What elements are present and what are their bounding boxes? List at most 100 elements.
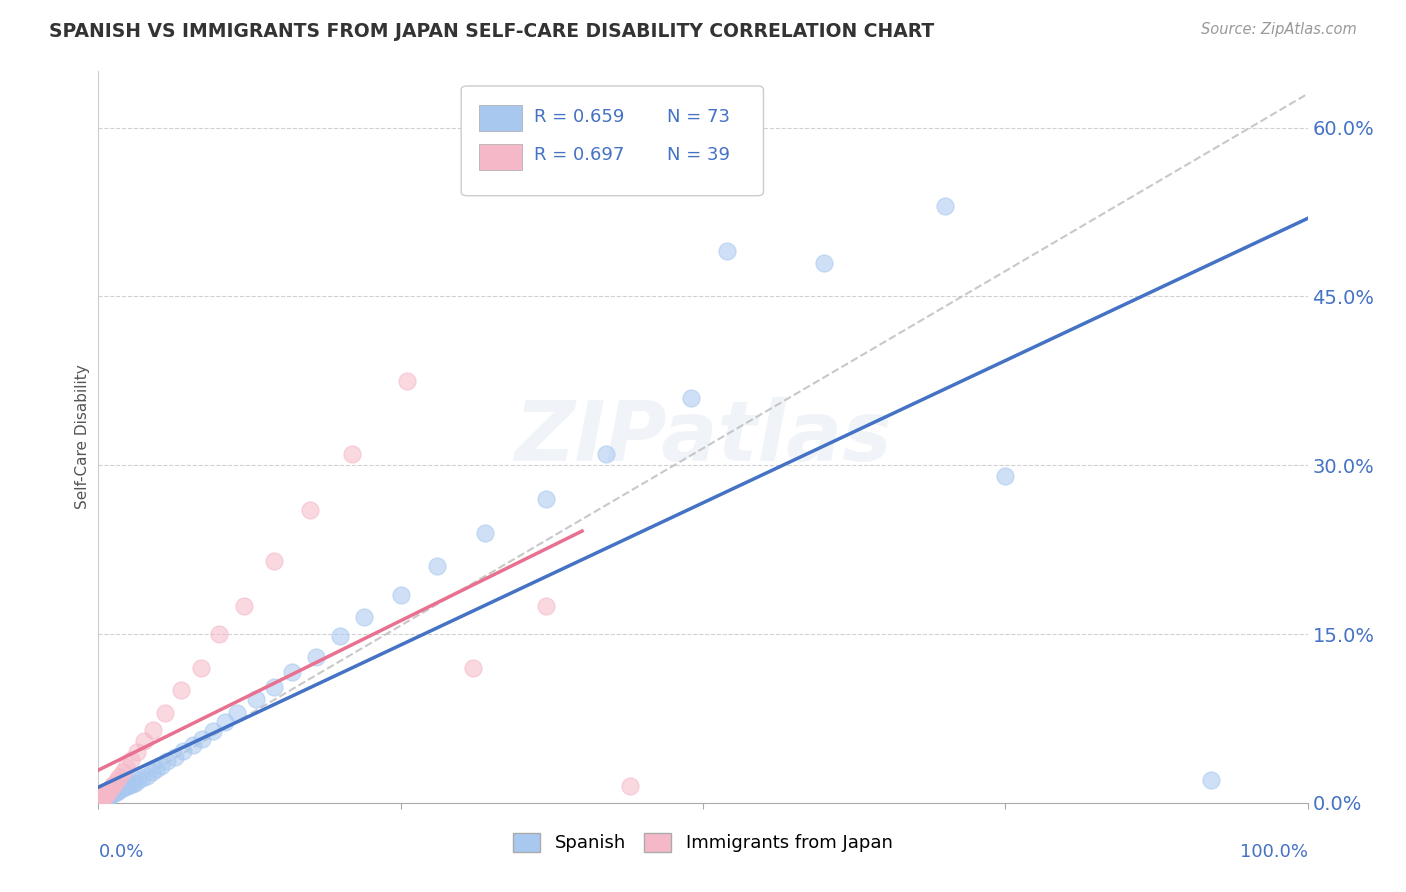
Point <box>118 778 141 792</box>
Point <box>91 790 114 805</box>
Point <box>91 792 114 806</box>
Point <box>97 788 120 802</box>
Point <box>100 787 122 801</box>
Point <box>263 554 285 568</box>
Point <box>1199 773 1222 788</box>
Point <box>108 783 131 797</box>
Point <box>716 244 738 259</box>
Point <box>96 786 118 800</box>
Point <box>91 791 114 805</box>
Point <box>91 793 114 807</box>
Point <box>100 781 122 796</box>
Point <box>141 765 163 780</box>
Point <box>89 793 111 807</box>
Point <box>120 753 142 767</box>
Point <box>117 779 139 793</box>
Point <box>105 773 128 788</box>
Point <box>90 790 112 805</box>
Point <box>94 787 117 801</box>
Point <box>232 599 254 613</box>
Point <box>245 692 267 706</box>
Point <box>124 775 146 789</box>
Point <box>463 661 485 675</box>
Point <box>145 762 167 776</box>
Point <box>111 765 134 780</box>
Point <box>100 788 122 802</box>
Point <box>91 790 114 805</box>
Point <box>299 503 322 517</box>
Point <box>389 588 412 602</box>
Bar <box>479 105 522 131</box>
Point <box>94 791 117 805</box>
Point <box>150 758 173 772</box>
Point <box>190 661 212 675</box>
Point <box>353 610 375 624</box>
Point <box>534 599 557 613</box>
Point <box>305 649 328 664</box>
Point <box>94 790 117 805</box>
Point <box>813 255 835 269</box>
Point <box>100 787 122 801</box>
Y-axis label: Self-Care Disability: Self-Care Disability <box>75 365 90 509</box>
Point <box>89 792 111 806</box>
Point <box>127 773 149 788</box>
Point <box>93 789 115 803</box>
Point <box>202 723 225 738</box>
Point <box>93 789 115 803</box>
Point <box>105 784 128 798</box>
Text: 0.0%: 0.0% <box>98 843 143 861</box>
Point <box>93 791 115 805</box>
Point <box>679 391 702 405</box>
Point <box>342 447 364 461</box>
Point <box>534 491 557 506</box>
Point <box>107 783 129 797</box>
Point <box>226 706 249 720</box>
Point <box>89 792 111 806</box>
Point <box>103 786 125 800</box>
Point <box>89 791 111 805</box>
Point <box>214 714 236 729</box>
Text: R = 0.697: R = 0.697 <box>534 146 624 164</box>
Point <box>91 790 114 805</box>
Point <box>90 793 112 807</box>
Point <box>91 790 114 805</box>
Point <box>181 739 204 753</box>
Point <box>131 771 153 785</box>
Point <box>281 665 304 680</box>
Point <box>97 790 120 805</box>
Point <box>93 792 115 806</box>
Point <box>127 745 149 759</box>
Point <box>121 777 143 791</box>
Point <box>208 627 231 641</box>
Legend: Spanish, Immigrants from Japan: Spanish, Immigrants from Japan <box>506 826 900 860</box>
Point <box>98 783 121 797</box>
Point <box>91 789 114 803</box>
Point <box>104 784 127 798</box>
Point <box>134 734 156 748</box>
Point <box>114 780 136 794</box>
Point <box>103 777 125 791</box>
Point <box>108 770 131 784</box>
Point <box>169 683 191 698</box>
Point <box>395 374 418 388</box>
Point <box>97 784 120 798</box>
Point <box>90 791 112 805</box>
Point <box>474 525 496 540</box>
Point <box>90 792 112 806</box>
Point <box>153 706 176 720</box>
Point <box>191 731 214 746</box>
Point <box>90 791 112 805</box>
Point <box>98 789 121 803</box>
Point <box>94 789 117 803</box>
Bar <box>479 144 522 170</box>
Text: N = 73: N = 73 <box>666 109 730 127</box>
Text: R = 0.659: R = 0.659 <box>534 109 624 127</box>
Point <box>91 791 114 805</box>
Point <box>111 781 134 796</box>
FancyBboxPatch shape <box>461 86 763 195</box>
Point <box>329 629 352 643</box>
Point <box>108 782 131 797</box>
Point <box>263 680 285 694</box>
Point <box>90 792 112 806</box>
Point <box>93 788 115 802</box>
